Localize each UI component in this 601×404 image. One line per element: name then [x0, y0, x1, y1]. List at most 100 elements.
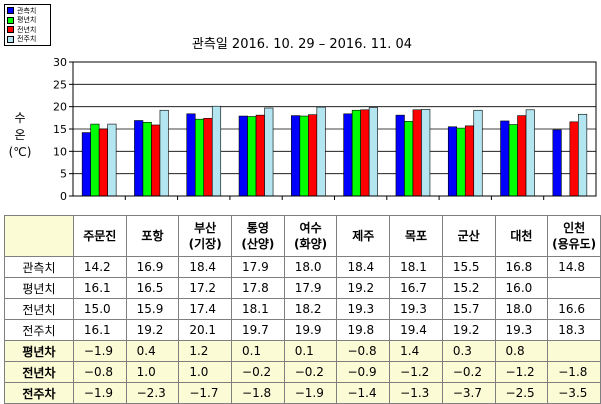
table-cell: 15.9 [125, 298, 180, 320]
bar-전년치-0 [98, 128, 108, 197]
table-cell: 16.1 [72, 319, 127, 341]
table-cell: −1.9 [72, 382, 127, 404]
legend-swatch [7, 7, 14, 15]
table-row: 전년치 15.0 15.9 17.4 18.1 18.2 19.3 19.3 15.7 18.0 1… [4, 298, 601, 320]
bar-평년치-6 [404, 121, 414, 197]
column-header: 주문진 [72, 215, 127, 257]
bar-평년치-0 [90, 123, 100, 197]
table-cell: −1.8 [231, 382, 285, 404]
table-cell: 0.8 [494, 340, 549, 362]
y-tick-label: 20 [53, 101, 67, 114]
table-corner [4, 215, 74, 257]
bar-평년치-4 [299, 115, 309, 197]
table-cell: 18.3 [547, 319, 601, 341]
table-cell: −0.2 [231, 361, 285, 383]
table-cell: −3.5 [547, 382, 601, 404]
table-cell: 18.2 [283, 298, 338, 320]
table-cell: 16.9 [125, 256, 180, 278]
legend-item: 전년치 [7, 25, 48, 35]
table-row: 전년차 −0.8 1.0 1.0 −0.2 −0.2 −0.9 −1.2 −0.2 −1.2 −1.… [4, 361, 601, 383]
table-cell: 17.4 [178, 298, 233, 320]
table-cell: 18.4 [336, 256, 391, 278]
table-cell: 18.4 [178, 256, 233, 278]
table-cell: −1.8 [547, 361, 601, 383]
bar-전년치-4 [308, 114, 318, 197]
table-row: 관측치 14.2 16.9 18.4 17.9 18.0 18.4 18.1 15.5 16.8 1… [4, 256, 601, 278]
table-cell: −0.8 [72, 361, 127, 383]
table-row: 평년차 −1.9 0.4 1.2 0.1 0.1 −0.8 1.4 0.3 0.8 [4, 340, 601, 362]
table-cell: 18.0 [283, 256, 338, 278]
table-cell: 17.2 [178, 277, 233, 299]
y-tick-label: 30 [53, 56, 67, 69]
bar-평년치-2 [194, 118, 205, 197]
chart-legend: 관측치 평년치 전년치 전주치 [4, 4, 51, 46]
table-cell: −1.9 [72, 340, 127, 362]
column-header: 군산 [441, 215, 496, 257]
row-label: 전주차 [4, 382, 74, 404]
column-header: 부산 (기장) [178, 215, 233, 257]
table-cell: 16.8 [494, 256, 549, 278]
legend-item: 관측치 [7, 6, 48, 16]
bar-관측치-8 [500, 120, 510, 197]
legend-label: 전주치 [17, 35, 37, 44]
column-header: 인천 (용유도) [547, 215, 601, 257]
table-row: 평년치 16.1 16.5 17.2 17.8 17.9 19.2 16.7 15.2 16.0 [4, 277, 601, 299]
bar-평년치-1 [142, 122, 152, 197]
table-cell: −1.9 [283, 382, 338, 404]
legend-label: 전년치 [17, 25, 37, 34]
bar-전주치-6 [421, 109, 431, 197]
column-header: 여수 (화양) [283, 215, 338, 257]
table-cell [547, 340, 601, 362]
table-cell: −3.7 [441, 382, 496, 404]
bar-전년치-6 [412, 109, 422, 197]
table-cell: 16.6 [547, 298, 601, 320]
table-cell: 14.2 [72, 256, 127, 278]
row-label: 평년차 [4, 340, 74, 362]
table-cell: −1.7 [178, 382, 233, 404]
bar-전주치-2 [211, 105, 222, 197]
table-cell: 1.0 [178, 361, 233, 383]
table-cell: −0.2 [283, 361, 338, 383]
column-header: 통영 (산양) [231, 215, 285, 257]
y-axis-label-line: (℃) [9, 145, 32, 159]
row-label: 관측치 [4, 256, 74, 278]
table-cell [547, 277, 601, 299]
data-table: 주문진 포항 부산 (기장) 통영 (산양) 여수 (화양) 제주 목포 군산 대천 인천 (용유도) 관… [4, 215, 601, 404]
column-header: 대천 [494, 215, 549, 257]
bar-관측치-7 [447, 126, 458, 197]
table-cell: −1.4 [336, 382, 391, 404]
table-cell: 16.5 [125, 277, 180, 299]
table-cell: 1.0 [125, 361, 180, 383]
bar-전주치-0 [107, 123, 117, 197]
table-cell: 15.5 [441, 256, 496, 278]
table-cell: 19.3 [494, 319, 549, 341]
table-cell: 19.2 [125, 319, 180, 341]
table-cell: 18.1 [389, 256, 443, 278]
row-label: 평년치 [4, 277, 74, 299]
bar-관측치-4 [291, 115, 301, 197]
table-cell: 0.3 [441, 340, 496, 362]
bar-전주치-3 [264, 107, 274, 197]
bar-전년치-3 [255, 114, 265, 197]
y-axis-label-line: 온 [14, 128, 25, 142]
table-cell: 14.8 [547, 256, 601, 278]
bar-관측치-0 [81, 132, 91, 197]
y-tick-label: 5 [60, 168, 67, 181]
legend-swatch [7, 16, 14, 24]
bar-전년치-1 [151, 124, 161, 197]
table-cell: 19.4 [389, 319, 443, 341]
table-cell: 0.4 [125, 340, 180, 362]
table-cell: 16.0 [494, 277, 549, 299]
table-row: 전주치 16.1 19.2 20.1 19.7 19.9 19.8 19.4 19.2 19.3 1… [4, 319, 601, 341]
y-axis-label: 수온 (℃) [9, 111, 32, 159]
table-cell: 17.9 [231, 256, 285, 278]
bar-전주치-4 [316, 106, 326, 197]
table-cell: 19.2 [441, 319, 496, 341]
table-cell: −1.2 [389, 361, 443, 383]
bar-관측치-1 [134, 120, 144, 197]
legend-item: 평년치 [7, 16, 48, 26]
bar-전주치-9 [578, 113, 588, 197]
row-label: 전년치 [4, 298, 74, 320]
y-tick-label: 15 [53, 123, 67, 136]
bar-평년치-8 [508, 124, 518, 197]
